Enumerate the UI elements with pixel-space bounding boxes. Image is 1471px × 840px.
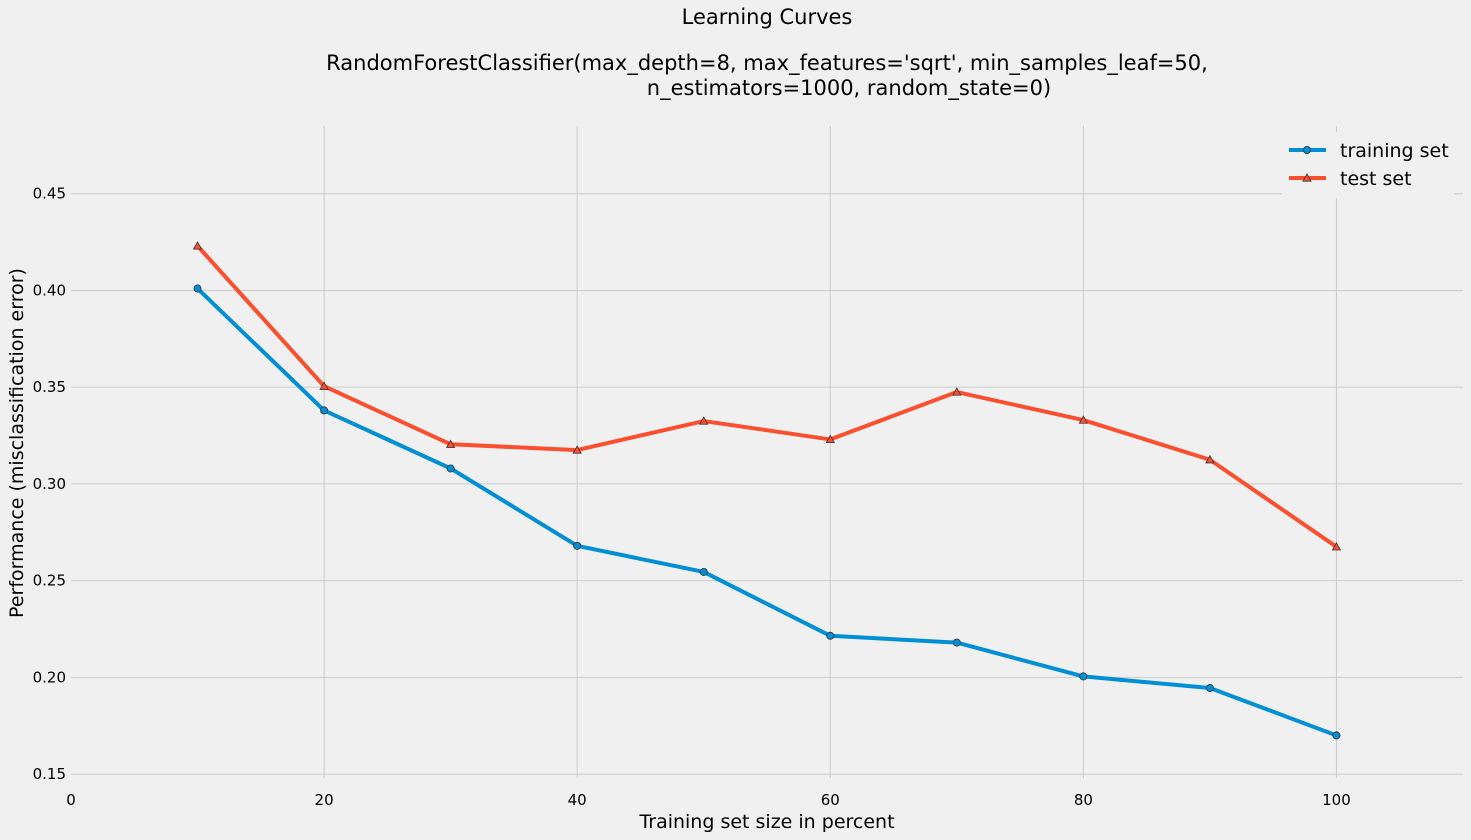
grid-lines bbox=[71, 126, 1463, 778]
training-set-series bbox=[193, 284, 1341, 740]
test-set-point bbox=[1205, 454, 1215, 464]
training-set-point bbox=[320, 406, 329, 415]
test-set-point bbox=[319, 381, 329, 390]
chart-subtitle-line2: n_estimators=1000, random_state=0) bbox=[647, 76, 1051, 101]
series-lines bbox=[192, 241, 1342, 740]
test-set-series bbox=[192, 241, 1342, 551]
test-set-point bbox=[572, 445, 582, 454]
test-set-point bbox=[952, 387, 962, 396]
y-tick-label: 0.40 bbox=[33, 281, 66, 299]
x-tick-label: 80 bbox=[1074, 791, 1093, 809]
x-tick-label: 100 bbox=[1322, 791, 1351, 809]
legend-marker bbox=[1303, 145, 1312, 154]
training-set-point bbox=[1079, 672, 1088, 681]
y-tick-label: 0.20 bbox=[33, 668, 66, 686]
y-tick-label: 0.15 bbox=[33, 765, 66, 783]
x-tick-label: 60 bbox=[821, 791, 840, 809]
training-set-line bbox=[196, 287, 1338, 738]
training-set-point bbox=[573, 541, 582, 550]
test-set-point bbox=[825, 434, 835, 444]
legend-background bbox=[1282, 132, 1454, 198]
x-tick-label: 20 bbox=[315, 791, 334, 809]
test-set-point bbox=[192, 241, 203, 250]
training-set-point bbox=[193, 284, 202, 293]
test-set-point bbox=[1331, 541, 1342, 551]
x-tick-label: 0 bbox=[66, 791, 76, 809]
test-set-point bbox=[699, 416, 709, 425]
training-set-point bbox=[446, 464, 455, 473]
y-axis-label: Performance (misclassification error) bbox=[6, 268, 28, 618]
legend-label: training set bbox=[1340, 140, 1449, 162]
training-set-point bbox=[952, 638, 961, 647]
legend-entry-training-set: training set bbox=[1289, 140, 1449, 162]
training-set-point bbox=[1205, 684, 1214, 693]
x-tick-labels: 0 20 40 60 80 100 bbox=[66, 791, 1351, 809]
training-set-point bbox=[1332, 731, 1341, 740]
x-tick-label: 40 bbox=[568, 791, 587, 809]
legend-marker bbox=[1302, 173, 1312, 182]
y-tick-label: 0.35 bbox=[33, 378, 66, 396]
test-set-point bbox=[1078, 415, 1089, 424]
y-tick-label: 0.30 bbox=[33, 475, 66, 493]
chart-title: Learning Curves bbox=[682, 5, 853, 29]
test-set-line bbox=[196, 244, 1338, 549]
y-tick-label: 0.45 bbox=[33, 185, 66, 203]
y-tick-labels: 0.15 0.20 0.25 0.30 0.35 0.40 0.45 bbox=[33, 185, 66, 783]
chart-subtitle-line1: RandomForestClassifier(max_depth=8, max_… bbox=[326, 51, 1208, 76]
x-axis-label: Training set size in percent bbox=[638, 811, 894, 833]
training-set-point bbox=[826, 631, 835, 640]
legend-label: test set bbox=[1340, 168, 1412, 190]
test-set-point bbox=[445, 439, 456, 448]
legend-entry-test-set: test set bbox=[1289, 168, 1412, 190]
training-set-point bbox=[699, 567, 708, 576]
y-tick-label: 0.25 bbox=[33, 572, 66, 590]
legend: training set test set bbox=[1282, 132, 1454, 198]
